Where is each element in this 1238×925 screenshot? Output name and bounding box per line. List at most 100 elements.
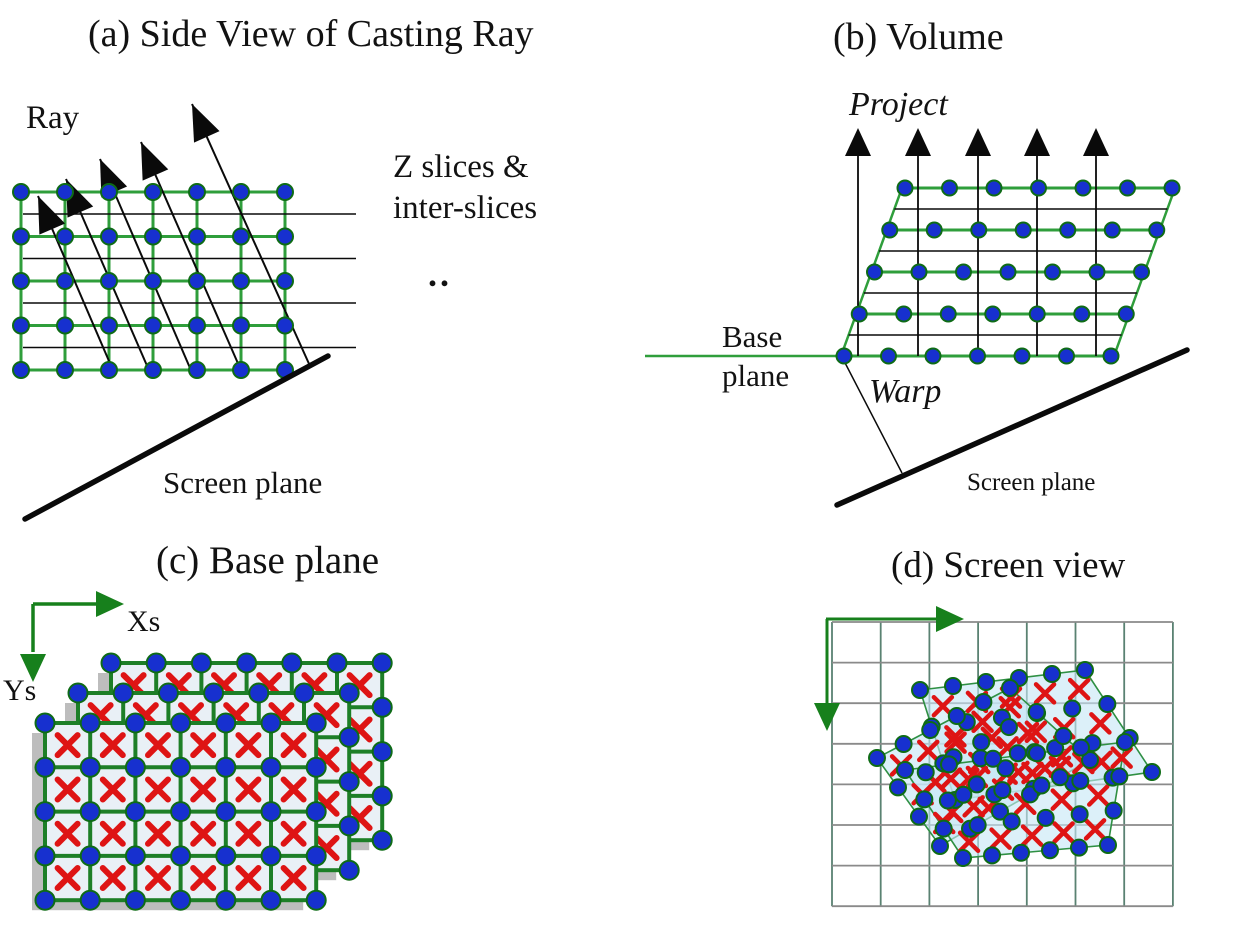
- voxel-dot: [1110, 767, 1129, 786]
- voxel-dot: [934, 819, 953, 838]
- voxel-dot: [894, 735, 913, 753]
- voxel-dot: [1051, 768, 1069, 787]
- voxel-dot: [1072, 738, 1090, 757]
- sample-x: [280, 865, 307, 892]
- voxel-dot: [985, 179, 1003, 197]
- voxel-dot: [276, 316, 294, 335]
- voxel-dot: [260, 801, 282, 823]
- voxel-dot: [34, 845, 56, 867]
- voxel-dot: [144, 361, 162, 379]
- voxel-dot: [938, 791, 957, 810]
- x-axis-label: Xs: [127, 605, 161, 638]
- voxel-dot: [112, 682, 134, 704]
- voxel-dot: [1098, 695, 1117, 713]
- voxel-dot: [34, 712, 56, 734]
- base-plane-label: Base plane: [722, 319, 790, 393]
- project-label: Project: [849, 86, 948, 123]
- voxel-dot: [190, 652, 212, 674]
- voxel-dot: [1071, 771, 1090, 790]
- voxel-dot: [968, 816, 987, 835]
- voxel-dot: [1143, 763, 1161, 781]
- y-axis-label: Ys: [3, 674, 37, 707]
- voxel-dot: [79, 756, 101, 778]
- voxel-dot: [144, 227, 162, 246]
- voxel-dot: [12, 183, 30, 201]
- sample-x: [944, 731, 967, 754]
- voxel-dot: [12, 361, 30, 379]
- voxel-dot: [911, 681, 929, 699]
- sample-x: [235, 865, 262, 892]
- sample-x: [989, 827, 1012, 850]
- voxel-dot: [1059, 221, 1077, 239]
- voxel-dot: [1117, 305, 1135, 323]
- voxel-dot: [338, 682, 360, 704]
- voxel-dot: [881, 221, 899, 239]
- sample-x: [235, 776, 262, 803]
- voxel-dot: [1070, 805, 1089, 824]
- voxel-dot: [145, 652, 167, 674]
- voxel-dot: [1133, 263, 1150, 281]
- voxel-dot: [215, 756, 237, 778]
- sample-x: [280, 776, 307, 803]
- voxel-dot: [1043, 665, 1061, 683]
- voxel-dot: [1032, 776, 1051, 795]
- voxel-dot: [940, 755, 958, 774]
- voxel-dot: [1073, 305, 1091, 323]
- voxel-dot: [371, 696, 393, 718]
- voxel-dot: [188, 227, 206, 246]
- voxel-dot: [1001, 679, 1019, 697]
- voxel-dot: [100, 316, 118, 335]
- voxel-dot: [1036, 808, 1055, 827]
- voxel-dot: [34, 756, 56, 778]
- voxel-dot: [124, 712, 146, 734]
- voxel-dot: [215, 801, 237, 823]
- voxel-dot: [925, 221, 943, 239]
- voxel-dot: [896, 179, 914, 197]
- voxel-dot: [1028, 305, 1046, 323]
- sample-x: [99, 820, 126, 847]
- sample-x: [145, 865, 171, 892]
- voxel-dot: [338, 771, 360, 793]
- voxel-dot: [1014, 221, 1032, 239]
- sample-x: [280, 732, 307, 759]
- sample-x: [1033, 682, 1057, 705]
- projection-arrowhead: [845, 128, 871, 156]
- voxel-dot: [1119, 179, 1136, 197]
- voxel-dot: [100, 183, 118, 201]
- voxel-dot: [895, 305, 913, 323]
- voxel-dot: [983, 846, 1001, 865]
- voxel-dot: [868, 749, 886, 767]
- voxel-dot: [896, 761, 914, 779]
- voxel-dot: [232, 316, 250, 335]
- screen-plane-label-b: Screen plane: [967, 469, 1096, 496]
- slices-ellipsis: ..: [428, 254, 452, 294]
- voxel-dot: [305, 889, 327, 911]
- sample-x: [190, 732, 217, 759]
- voxel-dot: [916, 763, 935, 782]
- voxel-dot: [56, 361, 74, 379]
- voxel-dot: [56, 227, 74, 246]
- voxel-dot: [170, 712, 192, 734]
- voxel-dot: [232, 227, 250, 246]
- voxel-dot: [188, 183, 206, 201]
- voxel-dot: [188, 272, 206, 290]
- voxel-dot: [993, 781, 1012, 800]
- voxel-dot: [1030, 179, 1047, 197]
- x-axis-arrowhead: [96, 591, 124, 617]
- voxel-dot: [260, 845, 282, 867]
- voxel-dot: [188, 361, 206, 379]
- sample-x: [235, 732, 262, 759]
- voxel-dot: [260, 756, 282, 778]
- voxel-dot: [79, 801, 101, 823]
- voxel-dot: [1081, 751, 1099, 769]
- voxel-dot: [1054, 727, 1073, 745]
- voxel-dot: [34, 801, 56, 823]
- voxel-dot: [931, 837, 949, 855]
- voxel-dot: [991, 802, 1009, 821]
- voxel-dot: [232, 272, 250, 290]
- voxel-dot: [1103, 221, 1121, 239]
- ray-arrowhead: [141, 142, 169, 181]
- sample-x: [145, 732, 171, 759]
- voxel-dot: [67, 682, 89, 704]
- voxel-dot: [1063, 699, 1082, 718]
